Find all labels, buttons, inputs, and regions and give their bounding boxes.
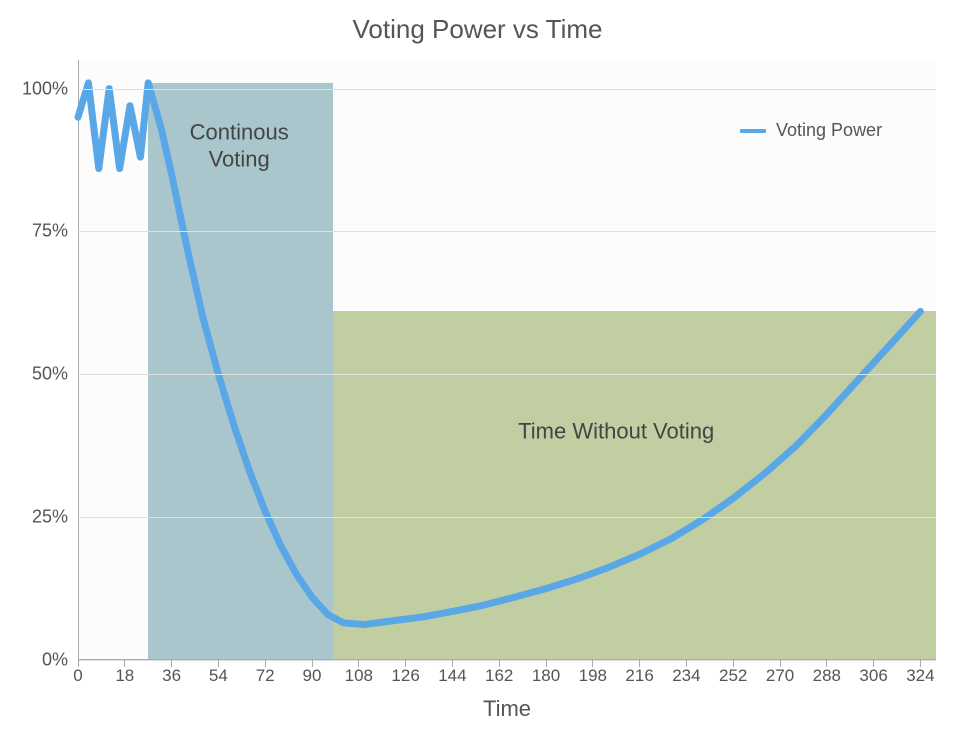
y-tick-label: 25%	[32, 507, 78, 528]
x-tick-label: 252	[719, 660, 747, 686]
chart-container: Voting Power vs Time Time 0%25%50%75%100…	[0, 0, 955, 755]
y-tick-label: 75%	[32, 221, 78, 242]
x-tick-label: 180	[532, 660, 560, 686]
y-gridline	[78, 231, 936, 232]
x-tick-label: 144	[438, 660, 466, 686]
x-tick-label: 270	[766, 660, 794, 686]
x-tick-label: 234	[672, 660, 700, 686]
x-tick-label: 162	[485, 660, 513, 686]
y-tick-label: 50%	[32, 364, 78, 385]
x-tick-label: 288	[813, 660, 841, 686]
x-tick-label: 108	[345, 660, 373, 686]
y-gridline	[78, 374, 936, 375]
x-tick-label: 216	[625, 660, 653, 686]
legend-swatch-icon	[740, 129, 766, 133]
y-gridline	[78, 89, 936, 90]
y-tick-label: 100%	[22, 78, 78, 99]
x-tick-label: 306	[859, 660, 887, 686]
legend-label: Voting Power	[776, 120, 882, 141]
legend: Voting Power	[740, 120, 882, 141]
region-label-time-without-voting: Time Without Voting	[518, 418, 714, 446]
x-tick-label: 0	[73, 660, 82, 686]
x-tick-label: 36	[162, 660, 181, 686]
x-tick-label: 90	[303, 660, 322, 686]
x-tick-label: 72	[256, 660, 275, 686]
y-gridline	[78, 517, 936, 518]
x-tick-label: 18	[115, 660, 134, 686]
x-tick-label: 324	[906, 660, 934, 686]
region-label-continuous-voting: Continous Voting	[190, 118, 289, 173]
x-tick-label: 126	[391, 660, 419, 686]
x-tick-label: 54	[209, 660, 228, 686]
chart-title: Voting Power vs Time	[0, 14, 955, 45]
plot-area: Time 0%25%50%75%100%01836547290108126144…	[78, 60, 936, 660]
x-tick-label: 198	[579, 660, 607, 686]
